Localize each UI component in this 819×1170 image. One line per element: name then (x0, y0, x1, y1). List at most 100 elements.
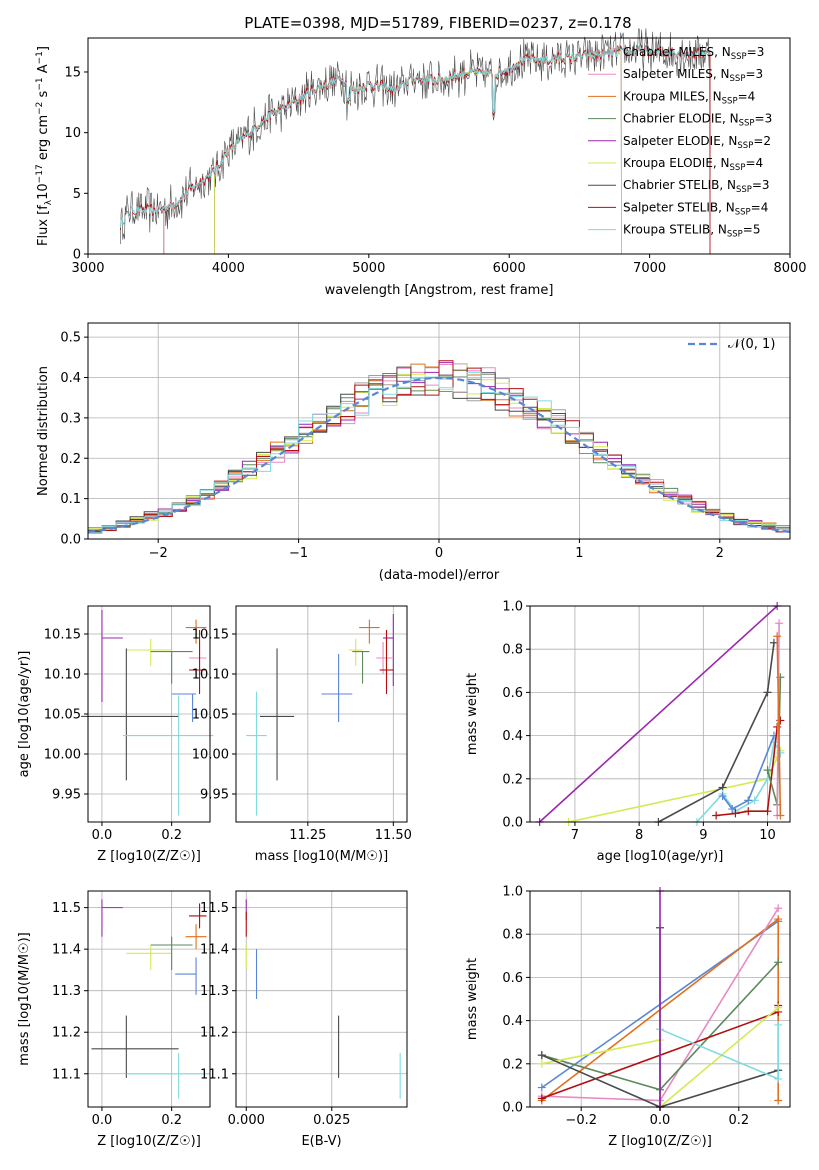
series-kroupa_elodie (541, 1039, 661, 1065)
marker-gauss (744, 796, 753, 805)
ylabel-part: −1 (35, 77, 45, 90)
spectrum-legend: Chabrier MILES, NSSP=3 Salpeter MILES, NS… (588, 45, 772, 240)
residuals-xlabel: (data-model)/error (379, 568, 500, 583)
y-tick-label: 0.8 (502, 643, 523, 658)
y-tick-label: 0.0 (502, 816, 523, 831)
y-tick-label: 0.6 (502, 686, 523, 701)
x-tick-label: 0.0 (92, 828, 113, 843)
x-tick-label: 6000 (493, 261, 526, 276)
y-tick-label: 11.3 (200, 984, 229, 999)
marker-gauss (537, 1083, 546, 1092)
series-chabrier_stelib (659, 1069, 779, 1108)
x-tick-label: −0.2 (565, 1113, 597, 1128)
ylabel-part: erg cm (36, 115, 51, 164)
x-tick-label: 7000 (633, 261, 666, 276)
axes-frame (235, 890, 408, 1108)
gaussian-curve (87, 376, 791, 533)
marker-gauss (728, 805, 737, 814)
spectrum-line-chabrier_miles (163, 44, 711, 254)
y-tick-label: 1.0 (502, 600, 523, 615)
y-tick-label: 10.10 (192, 668, 229, 683)
x-tick-label: 8 (635, 828, 643, 843)
ylabel-part: −17 (35, 164, 45, 183)
residual-histograms (87, 360, 791, 534)
ylabel-part: −1 (35, 51, 45, 64)
x-tick-label: 0.025 (313, 1113, 350, 1128)
y-tick-label: 11.4 (52, 943, 81, 958)
x-tick-label: 3000 (71, 261, 104, 276)
marker-salpeter_stelib (537, 1094, 546, 1103)
mass-vs-Z-panel: 0.0 0.2 11.1 11.2 11.3 11.4 11.5 Z [log10(Z/Z☉)… (17, 890, 211, 1149)
y-tick-label: 0.4 (502, 1014, 523, 1029)
marker-kroupa_stelib (774, 1074, 783, 1083)
marker-kroupa_stelib (774, 1020, 783, 1029)
series-kroupa_elodie (659, 1006, 779, 1108)
legend-label-salpeter_miles: Salpeter MILES, NSSP=3 (623, 67, 763, 84)
legend-label-chabrier_elodie: Chabrier ELODIE, NSSP=3 (623, 112, 772, 129)
x-tick-label: 11.25 (289, 828, 326, 843)
spectrum-frame (87, 37, 791, 255)
x-tick-label: 9 (699, 828, 707, 843)
x-tick-label: 0.2 (161, 1113, 182, 1128)
x-axis-label: age [log10(age/yr)] (597, 849, 724, 864)
y-tick-label: 1.0 (502, 885, 523, 900)
ylabel-part: Flux [f (36, 205, 51, 246)
y-axis-label: mass [log10(M/M☉)] (17, 932, 32, 1065)
x-tick-label: 2 (716, 546, 724, 561)
marker-kroupa_elodie (537, 1059, 546, 1068)
x-tick-label: 4000 (212, 261, 245, 276)
y-tick-label: 5 (73, 187, 81, 202)
marker-kroupa_miles (773, 632, 782, 641)
spectrum-ylabel: Flux [fλ10−17 erg cm−2 s−1 A−1] (35, 46, 54, 246)
legend-label-kroupa_stelib: Kroupa STELIB, NSSP=5 (623, 223, 761, 240)
residuals-legend: 𝒩(0, 1) (688, 337, 775, 352)
y-tick-label: 10.00 (44, 748, 81, 763)
x-tick-label: 10 (759, 828, 776, 843)
gauss-legend-label: 𝒩(0, 1) (728, 337, 775, 352)
y-tick-label: 0.2 (60, 452, 81, 467)
residuals-ylabel: Normed distribution (36, 366, 51, 496)
y-tick-label: 10 (64, 126, 81, 141)
y-tick-label: 9.95 (200, 788, 229, 803)
marker-salpeter_miles (775, 619, 784, 628)
marker-kroupa_elodie (774, 1003, 783, 1012)
x-tick-label: 0.2 (161, 828, 182, 843)
marker-salpeter_stelib (763, 807, 772, 816)
y-tick-label: 11.3 (52, 984, 81, 999)
ylabel-part: A (36, 64, 51, 77)
legend-label-chabrier_stelib: Chabrier STELIB, NSSP=3 (623, 178, 770, 195)
y-tick-label: 0.1 (60, 492, 81, 507)
ylabel-part: −2 (35, 102, 45, 115)
y-tick-label: 0.0 (502, 1101, 523, 1116)
ylabel-part: 10 (36, 183, 51, 200)
marker-salpeter_stelib (712, 811, 721, 820)
marker-chabrier_elodie (774, 958, 783, 967)
y-tick-label: 10.15 (192, 628, 229, 643)
mass-weight-vs-age-panel: 7 8 9 10 0.0 0.2 0.4 0.6 0.8 1.0 age [log10(age/yr… (465, 600, 791, 864)
y-axis-label: mass weight (465, 673, 480, 755)
y-tick-label: 11.2 (52, 1026, 81, 1041)
spectrum-xlabel: wavelength [Angstrom, rest frame] (325, 283, 554, 298)
mass-vs-ebv-panel: 0.000 0.025 11.1 11.2 11.3 11.4 11.5 E(B-V) (200, 890, 408, 1149)
marker-salpeter_stelib (731, 809, 740, 818)
x-tick-label: −1 (289, 546, 308, 561)
x-tick-label: 5000 (352, 261, 385, 276)
x-tick-label: 0.0 (92, 1113, 113, 1128)
histogram-chabrier_elodie (88, 369, 790, 533)
marker-chabrier_elodie (763, 766, 772, 775)
y-tick-label: 11.2 (200, 1026, 229, 1041)
histogram-kroupa_stelib (88, 371, 790, 534)
y-tick-label: 11.4 (200, 943, 229, 958)
y-tick-label: 0 (73, 248, 81, 263)
y-tick-label: 15 (64, 65, 81, 80)
y-tick-label: 0.2 (502, 772, 523, 787)
y-tick-label: 11.1 (200, 1067, 229, 1082)
age-vs-Z-panel: 0.0 0.2 9.95 10.00 10.05 10.10 10.15 Z [log10(Z… (17, 605, 214, 864)
x-tick-label: 1 (575, 546, 583, 561)
axes-frame (87, 890, 211, 1108)
x-axis-label: Z [log10(Z/Z☉)] (97, 849, 201, 864)
y-axis-label: age [log10(age/yr)] (17, 651, 32, 778)
marker-salpeter_stelib (744, 807, 753, 816)
y-tick-label: 10.00 (192, 748, 229, 763)
